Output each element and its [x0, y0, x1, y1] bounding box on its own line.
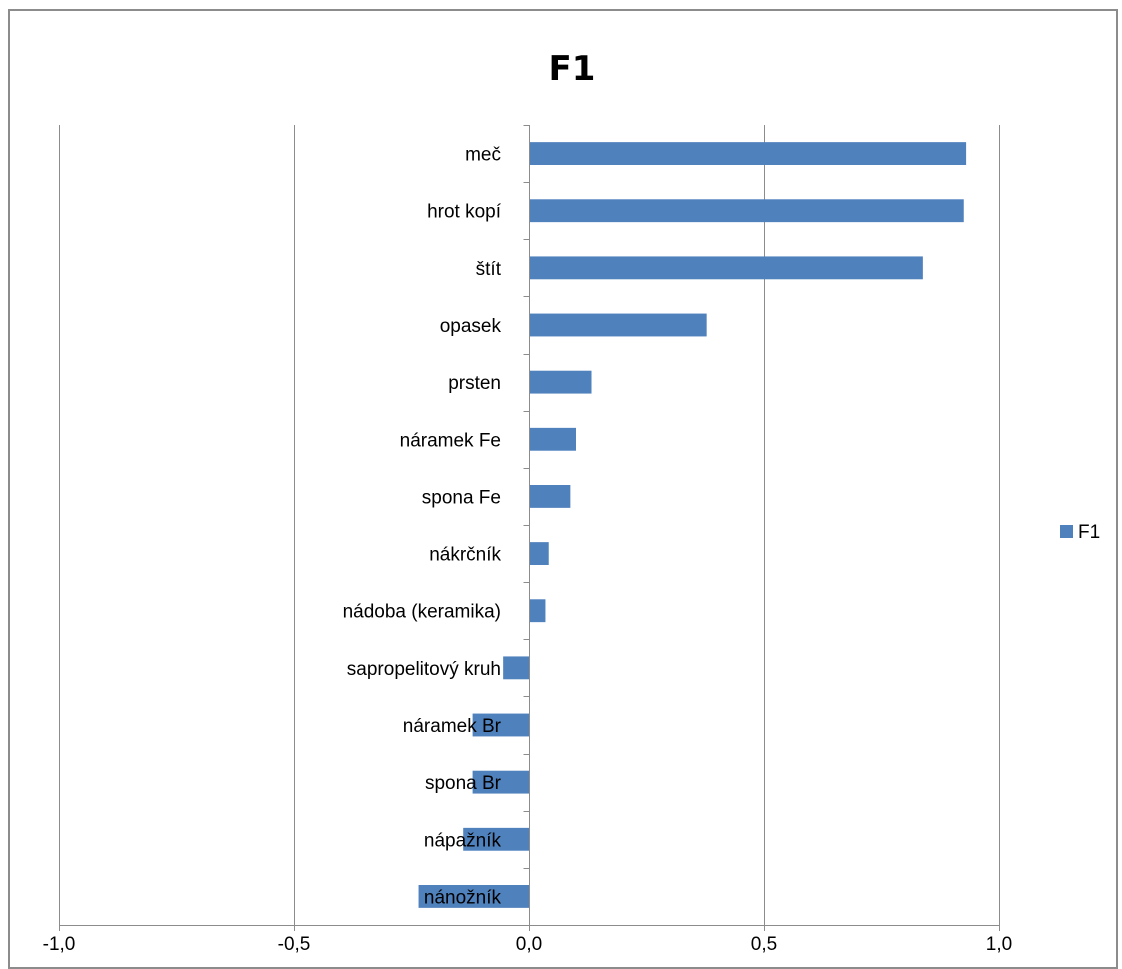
category-label-7: nákrčník	[429, 545, 501, 566]
x-tick-label-0: -1,0	[43, 934, 76, 955]
x-tick-label-1: -0,5	[278, 934, 311, 955]
category-label-6: spona Fe	[422, 487, 501, 508]
bar-9	[503, 656, 529, 680]
bar-10	[472, 713, 529, 737]
category-label-11: spona Br	[425, 773, 502, 794]
chart-title: F1	[549, 49, 596, 89]
bar-13	[418, 885, 529, 908]
category-label-8: nádoba (keramika)	[343, 602, 501, 623]
x-tick-label-4: 1,0	[986, 934, 1012, 955]
legend-swatch	[1060, 525, 1073, 538]
x-tick-labels: -1,0 -0,5 0,0 0,5 1,0	[43, 934, 1013, 955]
category-label-4: prsten	[448, 373, 501, 394]
category-label-12: nápažník	[424, 830, 502, 851]
category-label-1: hrot kopí	[427, 202, 502, 223]
bar-3	[529, 313, 707, 337]
bar-2	[529, 256, 923, 280]
x-tick-label-2: 0,0	[516, 934, 542, 955]
axes	[59, 125, 1000, 931]
category-label-0: meč	[465, 145, 501, 166]
category-labels: meč hrot kopí štít opasek prsten náramek Fe sp…	[343, 145, 502, 909]
bar-4	[529, 370, 592, 394]
category-label-9: sapropelitový kruh	[347, 659, 501, 680]
bar-1	[529, 199, 964, 223]
x-tick-label-3: 0,5	[751, 934, 777, 955]
bar-7	[529, 542, 549, 565]
category-label-3: opasek	[440, 316, 502, 337]
legend: F1	[1060, 522, 1100, 543]
bars	[418, 142, 967, 908]
bar-8	[529, 599, 546, 623]
category-label-10: náramek Br	[403, 716, 502, 737]
category-label-2: štít	[476, 259, 502, 280]
bar-11	[472, 770, 529, 794]
bar-5	[529, 427, 576, 451]
category-label-13: nánožník	[424, 887, 502, 908]
category-label-5: náramek Fe	[400, 430, 501, 451]
bar-6	[529, 485, 571, 508]
bar-12	[463, 827, 529, 851]
legend-label: F1	[1078, 522, 1100, 543]
bar-0	[529, 142, 967, 165]
